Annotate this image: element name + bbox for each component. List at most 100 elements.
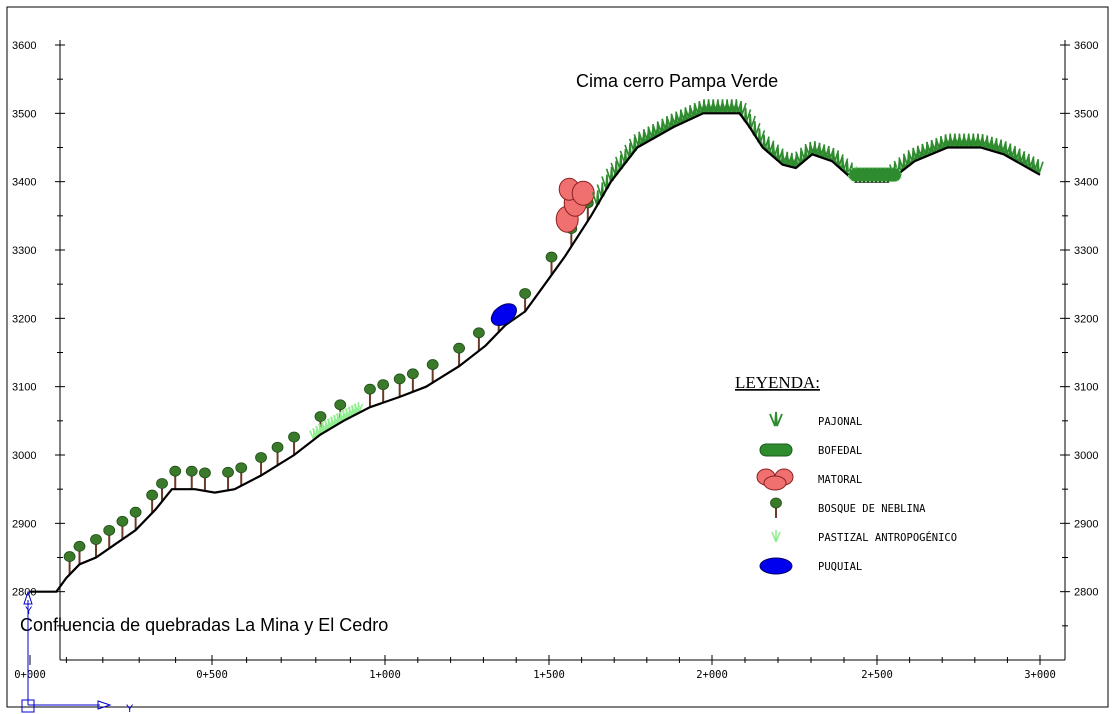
- vegetation-layer: [63, 99, 1044, 575]
- legend-item: PASTIZAL ANTROPOGÉNICO: [771, 530, 957, 544]
- pastizal-icon: [771, 530, 781, 543]
- legend-title: LEYENDA:: [735, 373, 820, 392]
- legend-item-label: MATORAL: [818, 474, 862, 486]
- legend-item: BOFEDAL: [759, 443, 862, 457]
- y-tick-label-right: 3500: [1074, 108, 1098, 120]
- tree-icon: [146, 489, 159, 514]
- tree-icon: [519, 288, 531, 312]
- pajonal-icon: [1032, 159, 1044, 174]
- y-tick-label-left: 3400: [12, 177, 36, 189]
- legend-item-label: PASTIZAL ANTROPOGÉNICO: [818, 531, 957, 544]
- tree-icon: [185, 465, 198, 490]
- legend: LEYENDA: PAJONAL BOFEDAL MATORAL BOSQUE DE …: [735, 373, 957, 575]
- bofedal-icon: [759, 443, 793, 457]
- pajonal-icon: [1023, 154, 1035, 169]
- x-tick-label: 0+500: [196, 669, 228, 681]
- pajonal-icon: [767, 142, 780, 157]
- pajonal-icon: [1018, 151, 1030, 167]
- tree-icon: [453, 342, 465, 367]
- pajonal-icon: [735, 101, 747, 116]
- y-tick-label-left: 2800: [12, 587, 36, 599]
- ucs-axis-icon: Y Y: [21, 590, 134, 714]
- tree-icon: [472, 327, 485, 351]
- tree-icon: [255, 452, 267, 476]
- tree-icon: [199, 467, 211, 491]
- tree-icon: [288, 431, 300, 455]
- y-tick-label-left: 3600: [12, 40, 36, 52]
- tree-icon: [426, 359, 439, 383]
- y-tick-label-right: 2900: [1074, 518, 1098, 530]
- tree-icon: [222, 466, 234, 491]
- y-axis-ticks: 2800 2800 2900 2900 3000 3000 3100 3100 3200 3200…: [12, 40, 1098, 627]
- y-tick-label-right: 3200: [1074, 313, 1098, 325]
- tree-icon: [116, 515, 129, 540]
- tree-icon: [545, 251, 558, 276]
- puquial-icon: [759, 557, 793, 575]
- tree-icon: [364, 383, 376, 408]
- svg-text:Y: Y: [25, 605, 33, 617]
- matoral-icon: [756, 468, 794, 491]
- tree-icon: [156, 478, 168, 502]
- legend-item-label: PAJONAL: [818, 416, 862, 428]
- x-tick-label: 2+000: [696, 669, 728, 681]
- y-tick-label-right: 2800: [1074, 587, 1098, 599]
- y-tick-label-left: 3100: [12, 382, 36, 394]
- summit-annotation: Cima cerro Pampa Verde: [576, 71, 778, 91]
- pajonal-icon: [769, 411, 783, 427]
- y-tick-label-right: 3600: [1074, 40, 1098, 52]
- y-tick-label-left: 2900: [12, 518, 36, 530]
- bofedal-icon: [847, 167, 902, 183]
- legend-item: PAJONAL: [769, 411, 862, 428]
- pajonal-icon: [762, 138, 775, 153]
- tree-icon: [63, 551, 76, 575]
- tree-icon: [90, 534, 102, 558]
- y-tick-label-left: 3200: [12, 313, 36, 325]
- legend-item: PUQUIAL: [759, 557, 862, 575]
- tree-icon: [271, 441, 284, 466]
- pajonal-icon: [827, 148, 840, 163]
- pajonal-icon: [836, 156, 849, 171]
- matoral-icon: [555, 177, 595, 233]
- x-tick-label: 1+000: [369, 669, 401, 681]
- pajonal-icon: [1009, 146, 1021, 161]
- confluence-annotation: Confluencia de quebradas La Mina y El Ce…: [20, 615, 388, 635]
- svg-text:Y: Y: [126, 703, 134, 714]
- pajonal-icon: [832, 152, 844, 167]
- y-tick-label-right: 3100: [1074, 382, 1098, 394]
- x-tick-label: 3+000: [1024, 669, 1056, 681]
- tree-icon: [393, 373, 406, 397]
- tree-icon: [235, 462, 248, 486]
- puquial-icon: [490, 303, 517, 327]
- x-tick-label: 2+500: [861, 669, 893, 681]
- pajonal-icon: [841, 160, 854, 175]
- tree-icon: [169, 465, 182, 490]
- legend-item-label: PUQUIAL: [818, 561, 862, 573]
- legend-item: BOSQUE DE NEBLINA: [770, 497, 926, 518]
- legend-item-label: BOFEDAL: [818, 445, 862, 457]
- x-axis-ticks: 0+000 0+500 1+000 1+500 2+000 2+500 3+000: [14, 655, 1056, 681]
- pajonal-icon: [999, 141, 1012, 156]
- tree-icon: [406, 368, 419, 392]
- pajonal-icon: [1027, 157, 1040, 172]
- y-tick-label-left: 3000: [12, 450, 36, 462]
- pajonal-icon: [1004, 144, 1017, 159]
- tree-icon: [129, 506, 142, 531]
- x-tick-label: 1+500: [533, 669, 565, 681]
- terrain-profile-line: [30, 112, 1041, 593]
- tree-icon: [103, 524, 116, 549]
- tree-icon: [73, 540, 86, 565]
- diagram-border: [6, 6, 1109, 708]
- y-tick-label-right: 3400: [1074, 177, 1098, 189]
- y-tick-label-right: 3000: [1074, 450, 1098, 462]
- vegetation-front-layer: [490, 167, 902, 327]
- legend-item-label: BOSQUE DE NEBLINA: [818, 503, 926, 515]
- tree-icon: [770, 497, 782, 518]
- y-tick-label-right: 3300: [1074, 245, 1098, 257]
- y-tick-label-left: 3300: [12, 245, 36, 257]
- legend-item: MATORAL: [756, 468, 862, 491]
- x-tick-label: 0+000: [14, 669, 46, 681]
- y-tick-label-left: 3500: [12, 108, 36, 120]
- pajonal-icon: [1013, 149, 1026, 164]
- pajonal-icon: [772, 146, 784, 161]
